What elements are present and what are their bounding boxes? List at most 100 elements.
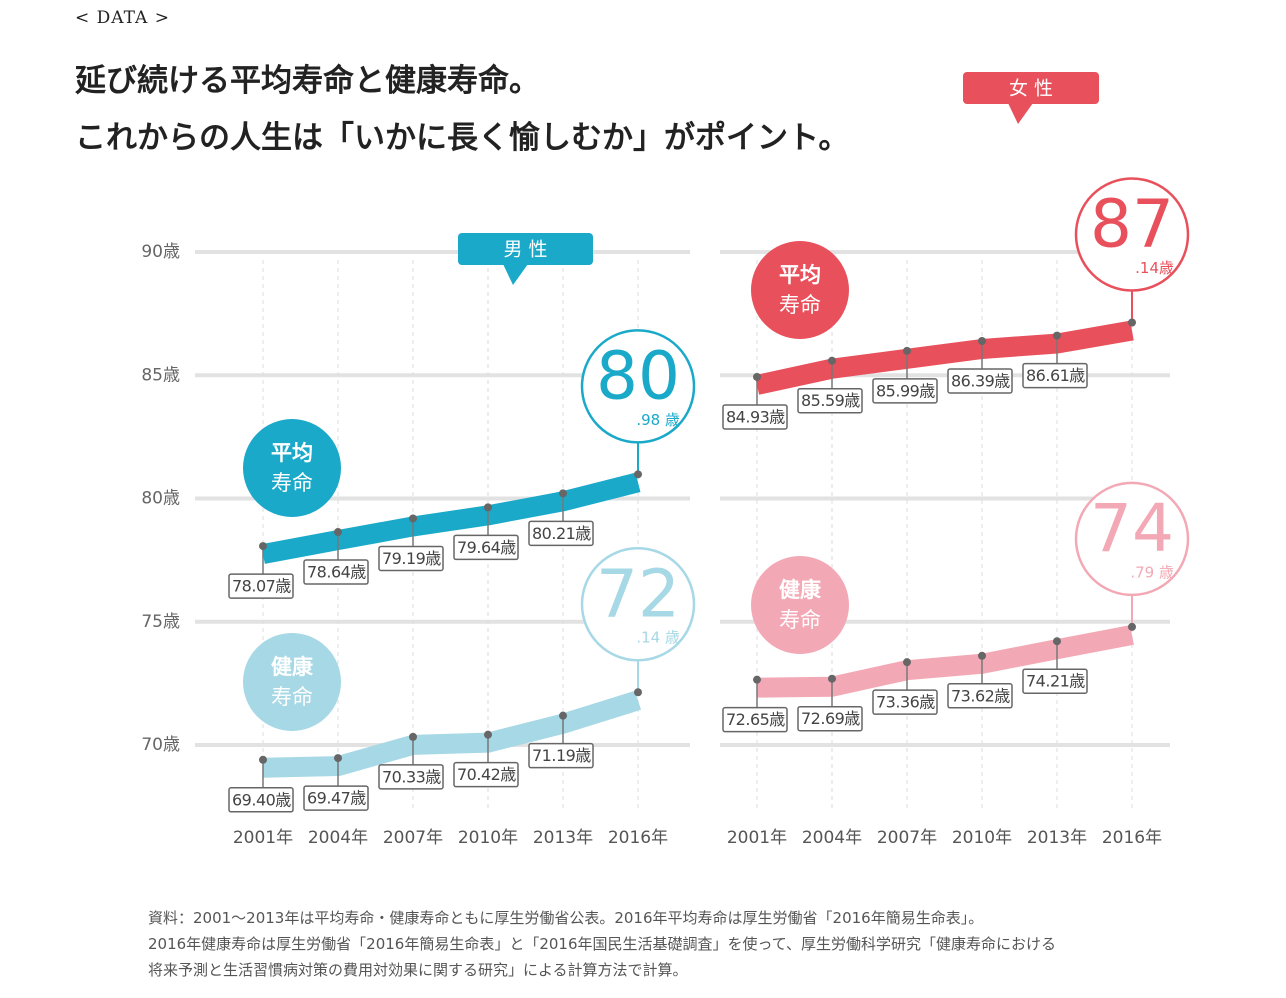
value-label: 79.19歳: [382, 549, 441, 568]
tag: < DATA >: [75, 8, 170, 28]
source-line: 資料：2001〜2013年は平均寿命・健康寿命ともに厚生労働省公表。2016年平…: [148, 909, 984, 927]
value-label: 78.07歳: [232, 577, 291, 596]
label-box: [378, 545, 444, 572]
highlight-value: 72: [596, 555, 680, 632]
highlight-circle: [580, 546, 696, 662]
value-label: 69.40歳: [232, 790, 291, 809]
point: [409, 732, 417, 741]
chart-title: 男 性: [503, 239, 547, 261]
title-line: これからの人生は「いかに長く愉しむか」がポイント。: [75, 120, 850, 156]
point: [409, 514, 417, 523]
value-label: 84.93歳: [726, 407, 785, 426]
point: [484, 730, 492, 739]
value-label: 85.99歳: [876, 381, 935, 400]
label-box: [722, 706, 788, 733]
label-box: [528, 520, 594, 547]
point: [634, 688, 642, 697]
x-tick-label: 2013年: [533, 828, 593, 848]
highlight-fraction: .98 歳: [636, 411, 680, 429]
label-box: [1022, 362, 1088, 389]
series-name: 健康: [779, 578, 822, 602]
title-box: [963, 72, 1099, 104]
x-tick-label: 2004年: [802, 828, 862, 848]
highlight-value: 74: [1090, 490, 1174, 567]
label-box: [947, 368, 1013, 394]
point: [1128, 622, 1136, 631]
title-box: [458, 233, 593, 265]
series-bubble: [243, 419, 341, 517]
label-box: [797, 705, 863, 732]
point: [559, 711, 567, 720]
x-tick-label: 2016年: [608, 828, 668, 848]
label-box: [722, 404, 788, 430]
highlight-circle: [1074, 177, 1190, 292]
chart-title: 女 性: [1009, 78, 1053, 100]
title-pointer: [1008, 103, 1033, 124]
series-name: 寿命: [779, 293, 821, 317]
label-box: [1022, 668, 1088, 694]
point: [903, 346, 911, 355]
series-name: 平均: [779, 263, 821, 287]
value-label: 80.21歳: [532, 524, 591, 543]
x-tick-label: 2010年: [952, 828, 1012, 848]
ribbon: [754, 320, 1134, 395]
point: [484, 503, 492, 512]
label-box: [947, 683, 1013, 709]
x-tick-label: 2001年: [727, 828, 787, 848]
value-label: 73.36歳: [876, 693, 935, 712]
point: [634, 470, 642, 479]
x-tick-label: 2010年: [458, 828, 518, 848]
point: [903, 658, 911, 667]
point: [1053, 637, 1061, 646]
series-name: 寿命: [271, 685, 313, 709]
value-label: 78.64歳: [307, 563, 366, 582]
source-line: 2016年健康寿命は厚生労働省「2016年簡易生命表」と「2016年国民生活基礎…: [148, 935, 1057, 953]
point: [1128, 318, 1136, 327]
highlight-value: 87: [1090, 186, 1174, 263]
ribbon: [261, 472, 641, 564]
value-label: 72.65歳: [726, 710, 785, 729]
x-tick-label: 2013年: [1027, 828, 1087, 848]
series-bubble: [751, 556, 849, 654]
label-box: [797, 387, 863, 414]
ribbon: [262, 690, 641, 778]
x-tick-label: 2007年: [383, 828, 443, 848]
value-label: 85.59歳: [801, 391, 860, 410]
label-box: [453, 534, 519, 561]
y-tick-label: 75歳: [141, 612, 180, 632]
value-label: 79.64歳: [457, 538, 516, 557]
y-tick-label: 90歳: [141, 242, 180, 262]
value-label: 69.47歳: [307, 789, 366, 808]
highlight-circle: [1074, 481, 1190, 597]
y-tick-label: 80歳: [141, 489, 180, 509]
x-tick-label: 2007年: [877, 828, 937, 848]
value-label: 72.69歳: [801, 709, 860, 728]
point: [559, 489, 567, 498]
series-bubble: [751, 241, 849, 339]
value-label: 86.61歳: [1026, 366, 1085, 385]
x-tick-label: 2001年: [233, 828, 293, 848]
value-label: 70.42歳: [457, 765, 516, 784]
point: [978, 336, 986, 345]
series-name: 健康: [271, 655, 314, 679]
series-bubble: [243, 633, 341, 731]
source-line: 将来予測と生活習慣病対策の費用対効果に関する研究」による計算方法で計算。: [148, 961, 688, 979]
highlight-value: 80: [596, 337, 680, 414]
point: [978, 651, 986, 660]
highlight-fraction: .14 歳: [636, 629, 680, 647]
label-box: [453, 761, 519, 788]
point: [259, 542, 267, 551]
series-name: 寿命: [271, 471, 313, 495]
point: [828, 356, 836, 365]
x-tick-label: 2016年: [1102, 828, 1162, 848]
label-box: [528, 742, 594, 769]
value-label: 73.62歳: [951, 686, 1010, 705]
ribbon: [756, 625, 1134, 698]
source: 資料：2001〜2013年は平均寿命・健康寿命ともに厚生労働省公表。2016年平…: [148, 905, 1056, 983]
x-tick-label: 2004年: [308, 828, 368, 848]
point: [1053, 331, 1061, 340]
highlight-circle: [580, 329, 696, 444]
point: [334, 528, 342, 537]
point: [753, 675, 761, 684]
